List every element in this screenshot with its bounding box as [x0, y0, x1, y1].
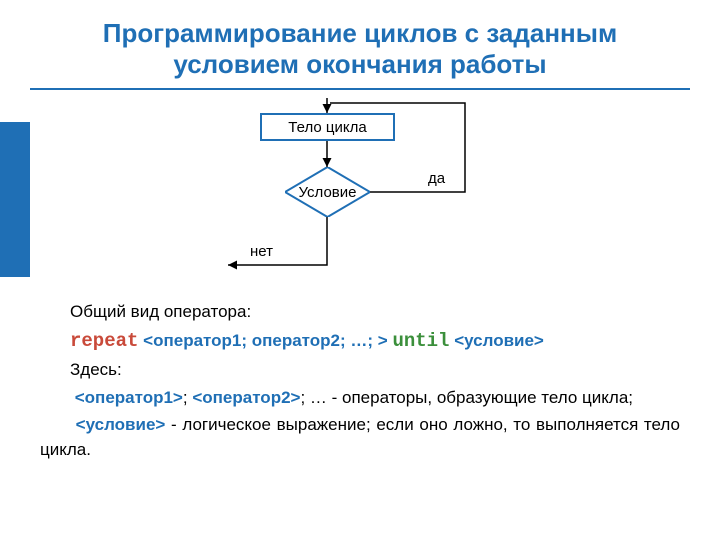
- syntax-line: repeat <оператор1; оператор2; …; > until…: [40, 328, 680, 356]
- general-form-heading: Общий вид оператора:: [40, 300, 680, 325]
- label-yes: да: [428, 170, 445, 187]
- accent-bar: [0, 122, 30, 277]
- flowchart: Тело цикла Условие да нет: [200, 95, 540, 295]
- flowchart-condition-node: Условие: [285, 167, 370, 217]
- syntax-condition: <условие>: [454, 331, 544, 350]
- desc-operators: <оператор1>; <оператор2>; … - операторы,…: [40, 386, 680, 411]
- desc1-op2: <оператор2>: [192, 388, 300, 407]
- title-line2: условием окончания работы: [173, 49, 546, 79]
- condition-node-label: Условие: [285, 167, 370, 217]
- desc2-cond: <условие>: [76, 415, 166, 434]
- syntax-operators: <оператор1; оператор2; …; >: [143, 331, 388, 350]
- body-node-label: Тело цикла: [288, 119, 366, 136]
- page-title: Программирование циклов с заданным услов…: [0, 0, 720, 88]
- title-underline: [30, 88, 690, 90]
- title-line1: Программирование циклов с заданным: [103, 18, 617, 48]
- desc1-sep1: ;: [183, 388, 192, 407]
- kw-until: until: [392, 330, 449, 352]
- desc-condition: <условие> - логическое выражение; если о…: [40, 413, 680, 462]
- here-label: Здесь:: [40, 358, 680, 383]
- flowchart-body-node: Тело цикла: [260, 113, 395, 141]
- label-no: нет: [250, 243, 273, 260]
- desc1-rest: ; … - операторы, образующие тело цикла;: [300, 388, 633, 407]
- desc1-op1: <оператор1>: [75, 388, 183, 407]
- kw-repeat: repeat: [70, 330, 138, 352]
- text-body: Общий вид оператора: repeat <оператор1; …: [40, 300, 680, 466]
